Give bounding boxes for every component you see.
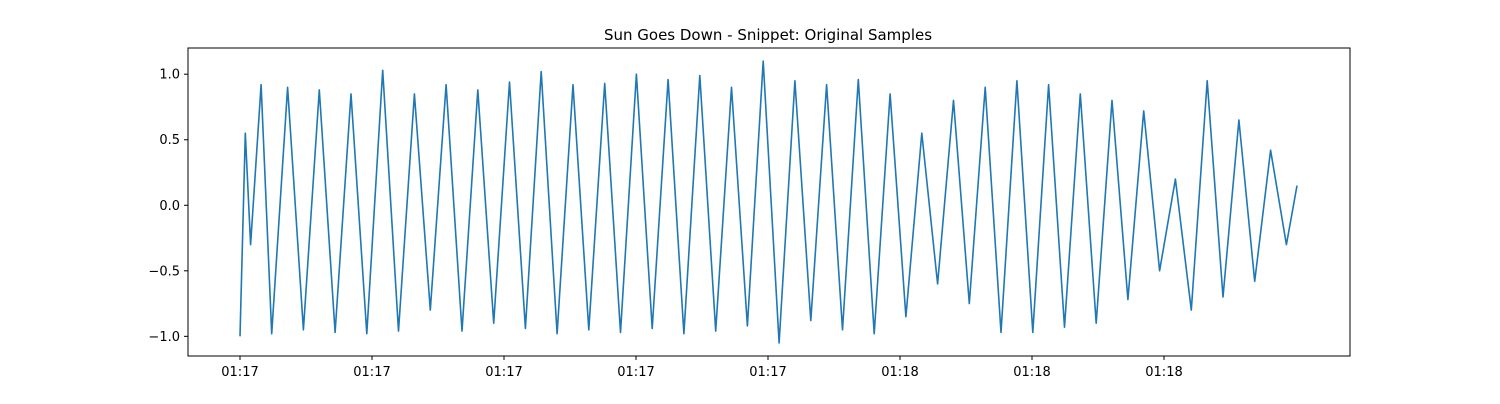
x-tick-label: 01:18 [1013,365,1050,380]
plot-area [239,60,1298,344]
x-tick-label: 01:17 [353,365,390,380]
x-tick-label: 01:17 [749,365,786,380]
y-tick-label: −0.5 [148,264,180,279]
y-tick-label: −1.0 [148,330,180,345]
x-tick-label: 01:17 [485,365,522,380]
y-tick-label: 0.0 [159,199,180,214]
x-axis: 01:17 01:17 01:17 01:17 01:17 01:18 01:18 01:18 [221,356,1183,380]
axes-frame [187,47,1351,357]
x-tick-label: 01:18 [1145,365,1182,380]
x-tick-label: 01:17 [617,365,654,380]
series-line-0 [239,60,1298,344]
x-tick-label: 01:18 [881,365,918,380]
y-tick-label: 1.0 [159,68,180,83]
chart-title: Sun Goes Down - Snippet: Original Sample… [604,26,932,44]
x-tick-label: 01:17 [221,365,258,380]
y-axis: −1.0 −0.5 0.0 0.5 1.0 [148,68,188,345]
y-tick-label: 0.5 [159,133,180,148]
